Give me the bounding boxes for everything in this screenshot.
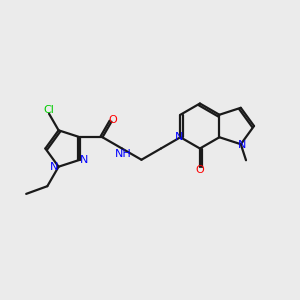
- Text: Cl: Cl: [43, 105, 54, 115]
- Text: N: N: [50, 162, 58, 172]
- Text: N: N: [238, 140, 247, 150]
- Text: O: O: [195, 165, 204, 175]
- Text: O: O: [109, 115, 117, 125]
- Text: NH: NH: [115, 149, 131, 159]
- Text: N: N: [175, 132, 183, 142]
- Text: N: N: [80, 155, 89, 165]
